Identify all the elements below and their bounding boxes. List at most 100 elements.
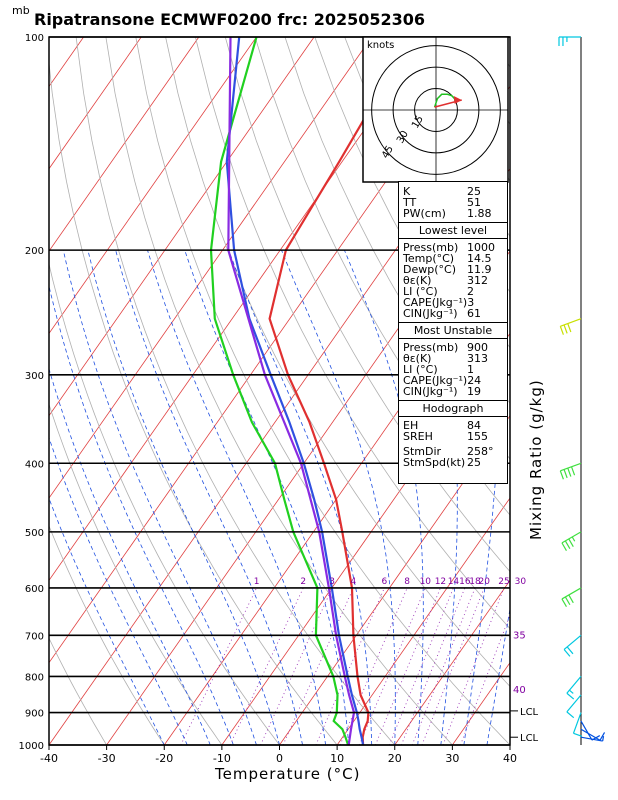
wind-barb-flag — [571, 536, 576, 542]
x-tick-label: 0 — [276, 752, 283, 765]
mixing-ratio-label: 8 — [404, 577, 410, 587]
panel-row: EH 84 — [399, 420, 507, 431]
wind-barb-shaft — [561, 587, 582, 600]
mixing-ratio-line — [339, 587, 408, 745]
dry-adiabat-line — [224, 37, 510, 573]
wind-barb — [566, 676, 582, 700]
pressure-tick-label: 900 — [25, 709, 44, 720]
panel-row: Temp(°C) 14.5 — [399, 253, 507, 264]
panel-row: Press(mb) 900 — [399, 342, 507, 353]
mixing-ratio-axis-label: Mixing Ratio (g/kg) — [527, 379, 545, 540]
wind-barb-shaft — [561, 531, 582, 544]
panel-row: StmSpd(kt) 25 — [399, 457, 507, 468]
panel-row-value: 51 — [467, 196, 481, 209]
mixing-ratio-line — [388, 587, 454, 745]
wind-barb-flag — [567, 467, 572, 477]
storm-motion-arrowhead — [453, 95, 462, 104]
panel-row-value: 19 — [467, 385, 481, 398]
panel-row-label: CIN(Jkg⁻¹) — [403, 307, 458, 320]
wind-barb-flag — [563, 649, 571, 657]
dry-adiabat-line — [254, 37, 510, 516]
wind-barb — [580, 736, 605, 742]
panel-row-value: 1000 — [467, 241, 495, 254]
isotherm-line — [49, 37, 430, 582]
isotherm-line — [394, 579, 510, 745]
panel-row-label: LI (°C) — [403, 285, 438, 298]
panel-row-value: 11.9 — [467, 263, 492, 276]
mixing-ratio-line — [260, 587, 333, 745]
pressure-tick-label: 800 — [25, 672, 44, 683]
wind-barb-shaft — [563, 634, 582, 650]
panel-row-label: θε(K) — [403, 274, 432, 287]
panel-row-value: 25 — [467, 185, 481, 198]
panel-row: θε(K) 312 — [399, 275, 507, 286]
dry-adiabat-line — [613, 37, 618, 745]
x-tick-label: 20 — [388, 752, 402, 765]
x-tick-label: 30 — [445, 752, 459, 765]
panel-row-value: 2 — [467, 285, 474, 298]
wind-barb — [558, 36, 581, 46]
mixing-ratio-label: 18 — [469, 577, 481, 587]
mixing-ratio-label: 6 — [382, 577, 388, 587]
panel-row: TT 51 — [399, 197, 507, 208]
panel-row-value: 3 — [467, 296, 475, 309]
mixing-ratio-label: 12 — [435, 577, 446, 587]
isotherm-line — [0, 37, 26, 745]
wind-barb-flag — [569, 689, 574, 694]
panel-row-label: Dewp(°C) — [403, 263, 456, 276]
hodograph-wind-trace — [433, 93, 457, 108]
panel-row-label: K — [403, 185, 411, 198]
mixing-ratio-line — [442, 587, 505, 745]
panel-row-value: 258° — [467, 445, 494, 458]
panel-row: Dewp(°C) 11.9 — [399, 264, 507, 275]
mixing-ratio-label: 16 — [459, 577, 471, 587]
wind-barb-flag — [563, 324, 568, 334]
wind-barb — [572, 712, 583, 737]
wind-barb-flag — [564, 540, 571, 549]
panel-row-value: 900 — [467, 341, 488, 354]
mixing-ratio-label: 25 — [498, 577, 509, 587]
isotherm-line — [279, 415, 510, 745]
dry-adiabat-line — [49, 524, 165, 745]
mixing-ratio-line — [282, 587, 354, 745]
x-axis-label: Temperature (°C) — [215, 765, 361, 783]
mixing-ratio-line — [315, 587, 385, 745]
wind-barb-flag — [567, 323, 572, 333]
panel-row-value: 1.88 — [467, 207, 492, 220]
wind-barb-flag — [570, 466, 576, 476]
isotherm-line — [106, 168, 510, 745]
panel-row: Press(mb) 1000 — [399, 242, 507, 253]
panel-row: LI (°C) 1 — [399, 364, 507, 375]
mixing-ratio-line — [460, 613, 510, 745]
parcel-profile — [225, 37, 365, 745]
x-tick-label: -30 — [98, 752, 116, 765]
wind-barb — [559, 462, 582, 480]
panel-row-label: StmSpd(kt) — [403, 456, 466, 469]
mixing-ratio-line — [358, 587, 426, 745]
dry-adiabat-line — [195, 37, 510, 630]
panel-row-value: 1 — [467, 363, 474, 376]
panel-row: CIN(Jkg⁻¹) 19 — [399, 386, 507, 397]
dry-adiabat-line — [49, 403, 223, 745]
wind-barb — [559, 318, 582, 335]
moist-adiabat-line — [62, 250, 257, 745]
wind-barb-shaft — [580, 720, 593, 741]
moist-adiabat-line — [115, 249, 303, 745]
panel-row-label: SREH — [403, 430, 433, 443]
moist-adiabat-line — [509, 742, 510, 745]
mixing-ratio-label: 1 — [254, 577, 260, 587]
mixing-ratio-label: 4 — [350, 577, 356, 587]
panel-row-value: 155 — [467, 430, 488, 443]
panel-row-label: Press(mb) — [403, 341, 459, 354]
moist-adiabat-line — [184, 249, 350, 745]
wind-barb-flag — [561, 598, 567, 608]
stability-indices-panel: K 25 TT 51 PW(cm) 1.88 Lowest level Press(mb) 10… — [398, 181, 508, 484]
mixing-ratio-line — [180, 587, 257, 745]
panel-row-value: 61 — [467, 307, 481, 320]
wind-barb-shaft — [560, 318, 582, 327]
panel-row-value: 24 — [467, 374, 482, 387]
x-tick-label: 40 — [503, 752, 517, 765]
panel-row: θε(K) 313 — [399, 353, 507, 364]
wind-barb-flag — [568, 538, 574, 548]
